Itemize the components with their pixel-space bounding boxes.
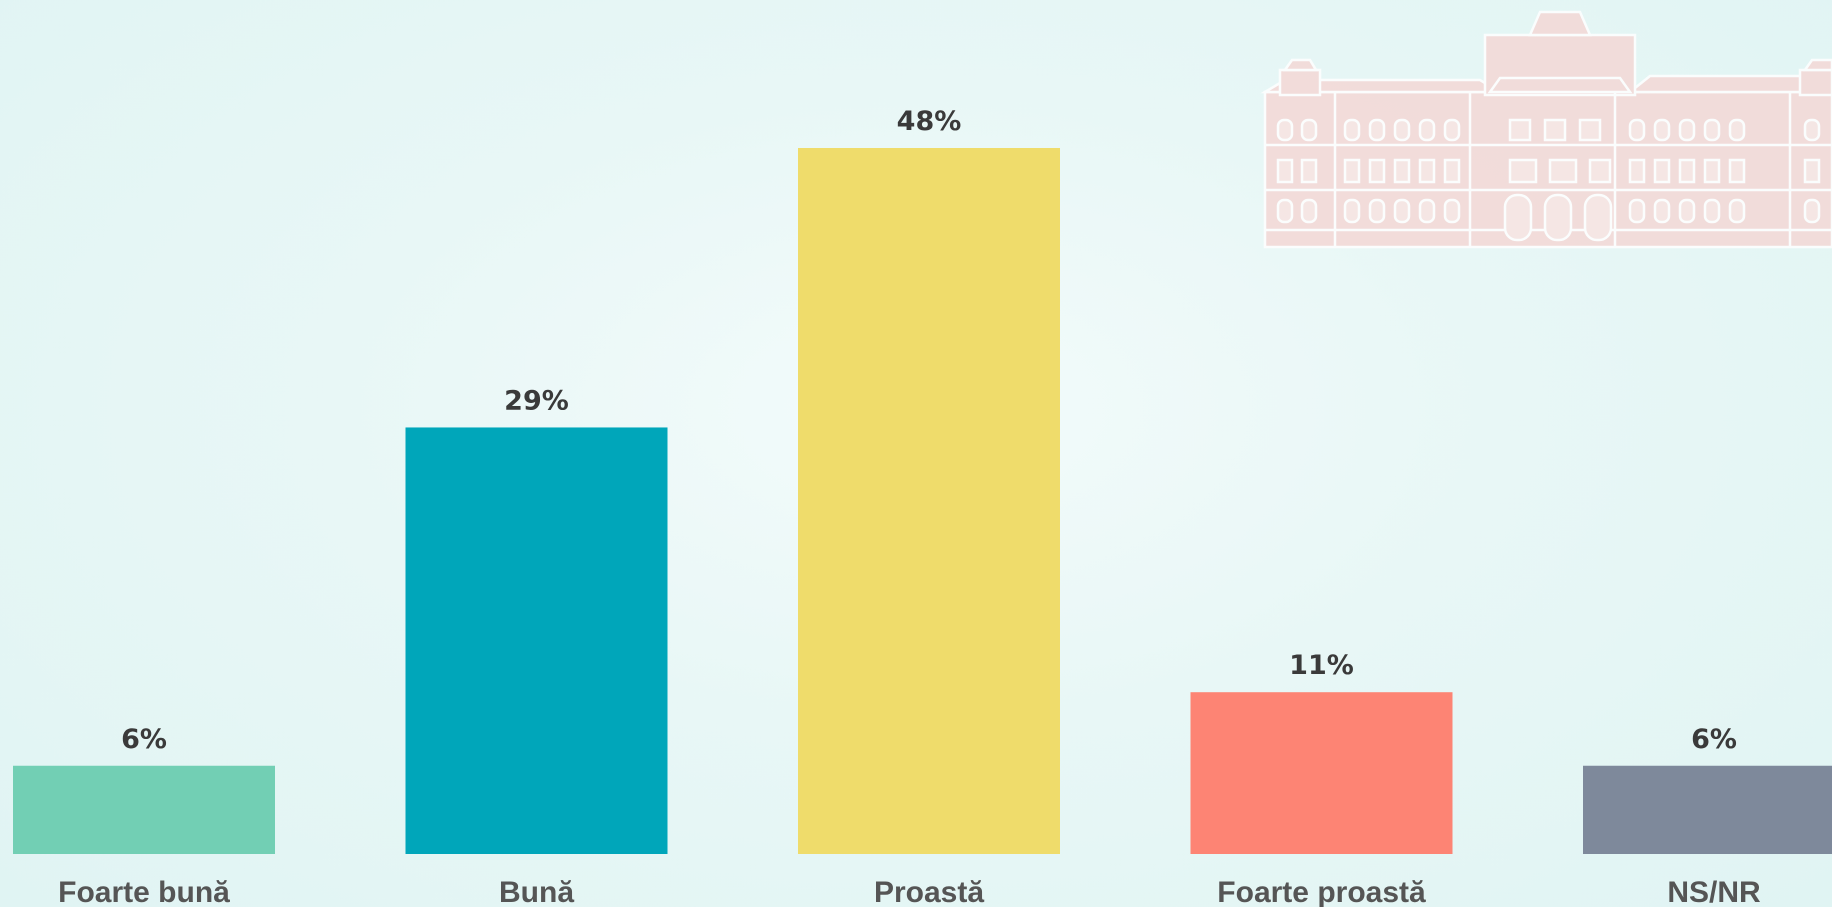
data-label-2: 48%	[897, 106, 962, 137]
value-labels-layer: 6% 29% 48% 11% 6%	[121, 106, 1737, 755]
bar-4	[1583, 765, 1832, 854]
category-label-0: Foarte bună	[58, 876, 230, 907]
category-label-4: NS/NR	[1667, 876, 1761, 907]
data-label-4: 6%	[1691, 724, 1737, 755]
palace-building-icon	[1260, 10, 1832, 249]
category-label-1: Bună	[499, 876, 574, 907]
data-label-1: 29%	[504, 385, 569, 416]
bar-2	[798, 148, 1060, 854]
category-labels-layer: Foarte bună Bună Proastă Foarte proastă NS/N…	[58, 876, 1761, 907]
category-label-3: Foarte proastă	[1217, 876, 1426, 907]
bar-3	[1190, 692, 1453, 854]
data-label-3: 11%	[1289, 650, 1354, 681]
bars-layer	[13, 148, 1832, 854]
bar-0	[13, 765, 275, 854]
data-label-0: 6%	[121, 724, 167, 755]
bar-1	[405, 427, 668, 854]
category-label-2: Proastă	[874, 876, 984, 907]
